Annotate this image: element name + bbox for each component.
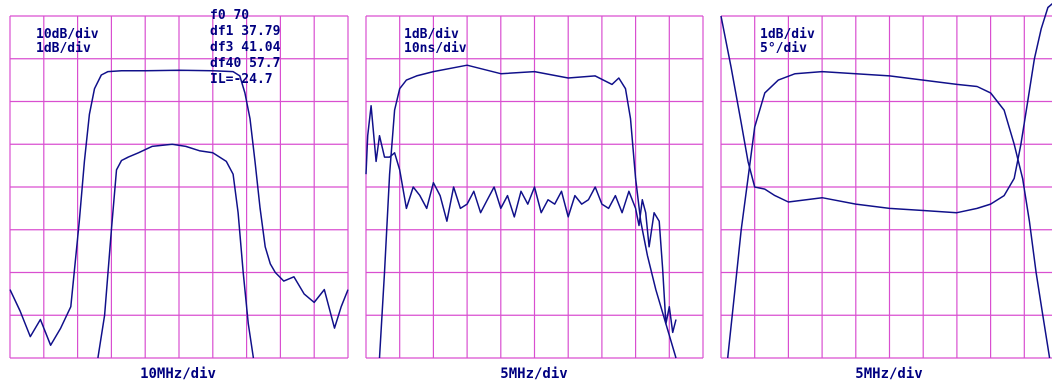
panel-2-traces bbox=[365, 64, 677, 359]
panel-1-annotation-df1: df1 37.79 bbox=[210, 24, 280, 39]
panel-1-scale-label-2: 1dB/div bbox=[36, 41, 91, 56]
panel-1-labels: 10dB/div 1dB/div f0 70 df1 37.79 df3 41.… bbox=[36, 8, 281, 87]
panel-1-grid bbox=[9, 15, 349, 359]
panel-1: 10dB/div 1dB/div f0 70 df1 37.79 df3 41.… bbox=[9, 8, 349, 381]
panel-3-grid bbox=[720, 15, 1052, 359]
panel-2-scale-label-2: 10ns/div bbox=[404, 41, 467, 56]
panel-1-x-axis-label: 10MHz/div bbox=[140, 366, 216, 381]
panel-3-trace-1 bbox=[720, 3, 1052, 214]
panel-1-annotation-f0: f0 70 bbox=[210, 8, 249, 23]
panel-2: 1dB/div 10ns/div 5MHz/div bbox=[365, 15, 704, 381]
panel-1-trace-1 bbox=[9, 69, 349, 346]
panel-1-trace-2 bbox=[97, 143, 255, 359]
panel-3-scale-label-1: 1dB/div bbox=[760, 27, 815, 42]
panel-3-scale-label-2: 5°/div bbox=[760, 41, 807, 56]
panel-1-traces bbox=[9, 69, 349, 359]
panel-2-labels: 1dB/div 10ns/div bbox=[404, 27, 467, 56]
panel-1-annotation-il: IL=-24.7 bbox=[210, 72, 273, 87]
panel-2-trace-2 bbox=[365, 105, 677, 334]
panel-3: 1dB/div 5°/div 5MHz/div bbox=[720, 3, 1052, 381]
panel-2-x-axis-label: 5MHz/div bbox=[500, 366, 567, 381]
panel-1-annotation-df3: df3 41.04 bbox=[210, 40, 281, 55]
panel-2-scale-label-1: 1dB/div bbox=[404, 27, 459, 42]
panel-1-scale-label-1: 10dB/div bbox=[36, 27, 99, 42]
panel-3-labels: 1dB/div 5°/div bbox=[760, 27, 815, 56]
panel-1-annotation-df40: df40 57.7 bbox=[210, 56, 280, 71]
panel-3-x-axis-label: 5MHz/div bbox=[855, 366, 922, 381]
panel-3-trace-2 bbox=[726, 70, 1051, 359]
panel-3-traces bbox=[720, 3, 1052, 359]
panel-2-trace-1 bbox=[378, 64, 677, 359]
